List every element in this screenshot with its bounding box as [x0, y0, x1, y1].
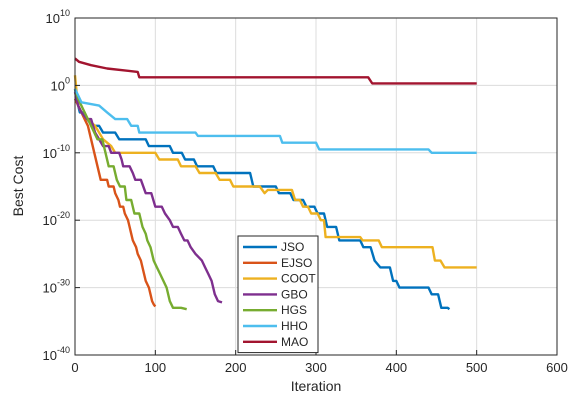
y-axis-title: Best Cost — [10, 156, 26, 217]
x-tick-label: 400 — [385, 360, 407, 375]
y-tick-label: 100 — [51, 75, 70, 93]
ticks: 0 100 200 300 400 500 600 1010 100 10-10 10-20 10-3… — [43, 8, 568, 375]
x-tick-label: 300 — [305, 360, 327, 375]
series-line-coot — [73, 75, 477, 269]
y-tick-label: 10-40 — [43, 345, 70, 363]
series-line-hgs — [73, 88, 187, 311]
series-line-ejso — [73, 98, 157, 308]
x-tick-label: 200 — [225, 360, 247, 375]
y-tick-label: 1010 — [46, 8, 70, 26]
y-tick-label: 10-10 — [43, 143, 70, 161]
legend-label-gbo: GBO — [281, 287, 308, 301]
y-tick-label: 10-30 — [43, 278, 70, 296]
legend-label-jso: JSO — [281, 240, 304, 254]
series-line-mao — [74, 57, 477, 85]
x-tick-label: 100 — [144, 360, 166, 375]
x-tick-label: 500 — [466, 360, 488, 375]
legend-label-ejso: EJSO — [281, 256, 312, 270]
x-axis-title: Iteration — [291, 378, 342, 394]
legend-label-hgs: HGS — [281, 303, 307, 317]
x-tick-label: 0 — [71, 360, 78, 375]
legend-label-mao: MAO — [281, 335, 308, 349]
legend-label-coot: COOT — [281, 272, 316, 286]
series-line-hho — [73, 88, 477, 154]
series-line-jso — [73, 88, 451, 311]
series-layer — [73, 57, 477, 311]
legend-label-hho: HHO — [281, 319, 308, 333]
y-tick-label: 10-20 — [43, 210, 70, 228]
x-tick-label: 600 — [546, 360, 568, 375]
